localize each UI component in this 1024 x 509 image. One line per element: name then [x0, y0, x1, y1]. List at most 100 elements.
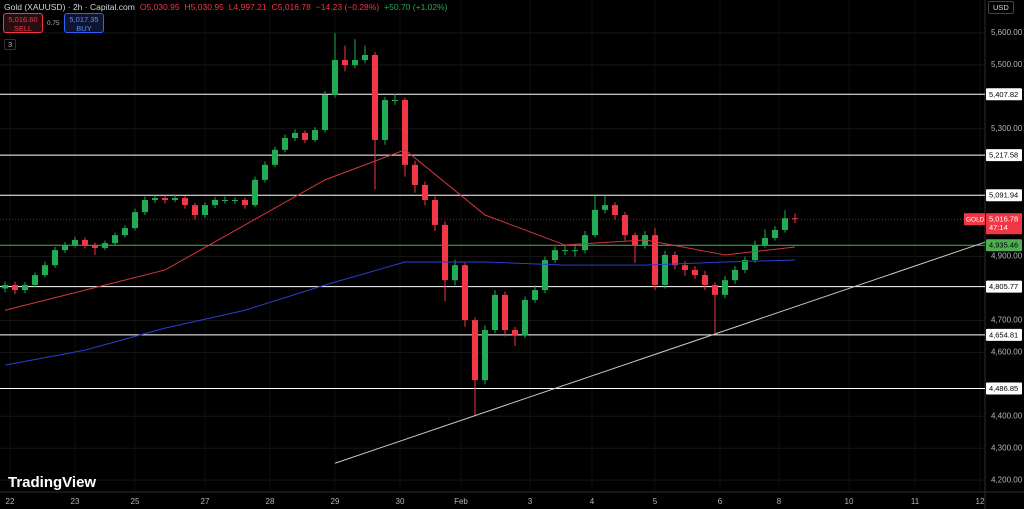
candle-body: [792, 218, 798, 220]
candle-body: [732, 269, 738, 281]
candle-body: [442, 224, 448, 281]
line-series: [334, 241, 986, 464]
ohlc-change: −14.23 (−0.28%): [315, 2, 380, 12]
candle-body: [402, 99, 408, 165]
x-tick-label: 12: [976, 497, 985, 506]
candle-body: [172, 198, 178, 200]
candle-body: [72, 239, 78, 246]
x-tick-label: 25: [131, 497, 140, 506]
level-label: 5,407.82: [989, 90, 1018, 99]
x-tick-label: 8: [777, 497, 782, 506]
level-tag: [986, 382, 1022, 395]
day-change: +50.70 (+1.02%): [384, 2, 448, 12]
candle-body: [292, 132, 298, 139]
candle-body: [322, 94, 328, 131]
ohlc-open: O5,030.95: [139, 2, 180, 12]
candle-body: [662, 254, 668, 285]
ohlc-high: H5,030.95: [184, 2, 224, 12]
candle-body: [352, 60, 358, 66]
x-tick-label: 10: [845, 497, 854, 506]
x-tick-label: 30: [396, 497, 405, 506]
line-series: [4, 149, 796, 311]
candle-body: [582, 235, 588, 251]
candle-body: [32, 275, 38, 285]
x-tick-label: 4: [590, 497, 595, 506]
level-tag: [986, 88, 1022, 101]
candle-body: [752, 245, 758, 261]
candle-body: [272, 149, 278, 165]
symbol-tag: [964, 213, 985, 226]
candle-body: [652, 235, 658, 285]
y-tick-label: 5,300.00: [991, 124, 1023, 133]
candle-body: [362, 54, 368, 61]
candle-body: [762, 238, 768, 246]
y-tick-label: 4,700.00: [991, 316, 1023, 325]
candle-body: [202, 205, 208, 216]
candle-body: [142, 199, 148, 213]
candle-body: [52, 250, 58, 266]
x-tick-label: 22: [6, 497, 15, 506]
candle-body: [392, 99, 398, 101]
candle-body: [672, 254, 678, 266]
level-label: 5,091.94: [989, 191, 1018, 200]
x-tick-label: 11: [911, 497, 920, 506]
symbol-title[interactable]: Gold (XAUUSD) · 2h · Capital.com: [4, 2, 135, 12]
level-tag: [986, 328, 1022, 341]
x-tick-label: 27: [201, 497, 210, 506]
candle-body: [112, 235, 118, 244]
symbol-label: GOLD: [966, 216, 985, 223]
candle-body: [772, 230, 778, 239]
currency[interactable]: USD: [988, 1, 1014, 14]
buy-button[interactable]: 5,017.35 BUY: [64, 13, 104, 33]
y-tick-label: 4,200.00: [991, 475, 1023, 484]
y-tick-label: 4,300.00: [991, 443, 1023, 452]
buy-price: 5,017.35: [69, 15, 99, 24]
candle-body: [422, 184, 428, 200]
candle-body: [782, 218, 788, 231]
x-tick-label: Feb: [454, 497, 468, 506]
candle-body: [462, 265, 468, 321]
candle-body: [482, 330, 488, 381]
candle-body: [252, 179, 258, 206]
sell-price: 5,016.60: [8, 15, 38, 24]
candle-body: [232, 199, 238, 201]
candle-body: [302, 132, 308, 140]
level-label: 4,654.81: [989, 330, 1018, 339]
candle-body: [212, 199, 218, 206]
candle-body: [712, 284, 718, 295]
candle-body: [342, 60, 348, 66]
y-tick-label: 4,900.00: [991, 252, 1023, 261]
candle-body: [332, 60, 338, 95]
x-tick-label: 28: [266, 497, 275, 506]
candle-body: [742, 260, 748, 270]
candle-body: [372, 54, 378, 140]
candle-body: [562, 250, 568, 252]
indicators-toggle[interactable]: 3: [4, 39, 17, 50]
candle-body: [42, 265, 48, 276]
level-tag: [986, 280, 1022, 293]
candle-body: [242, 199, 248, 206]
x-tick-label: 3: [528, 497, 533, 506]
y-tick-label: 4,600.00: [991, 347, 1023, 356]
candle-body: [122, 228, 128, 236]
candle-body: [572, 250, 578, 252]
sell-button[interactable]: 5,016.60 SELL: [3, 13, 43, 33]
level-tag: [986, 149, 1022, 162]
candle-body: [592, 209, 598, 236]
candle-body: [502, 294, 508, 331]
level-label: 4,935.46: [989, 241, 1018, 250]
ohlc-low: L4,997.21: [228, 2, 267, 12]
sell-label: SELL: [13, 24, 33, 33]
candle-body: [312, 130, 318, 140]
candle-body: [192, 205, 198, 216]
candle-body: [552, 250, 558, 261]
candle-body: [622, 215, 628, 236]
x-tick-label: 6: [718, 497, 723, 506]
candle-body: [412, 164, 418, 185]
candle-body: [682, 265, 688, 270]
y-tick-label: 5,500.00: [991, 60, 1023, 69]
countdown-label: 47:14: [989, 223, 1008, 232]
candle-body: [612, 205, 618, 216]
